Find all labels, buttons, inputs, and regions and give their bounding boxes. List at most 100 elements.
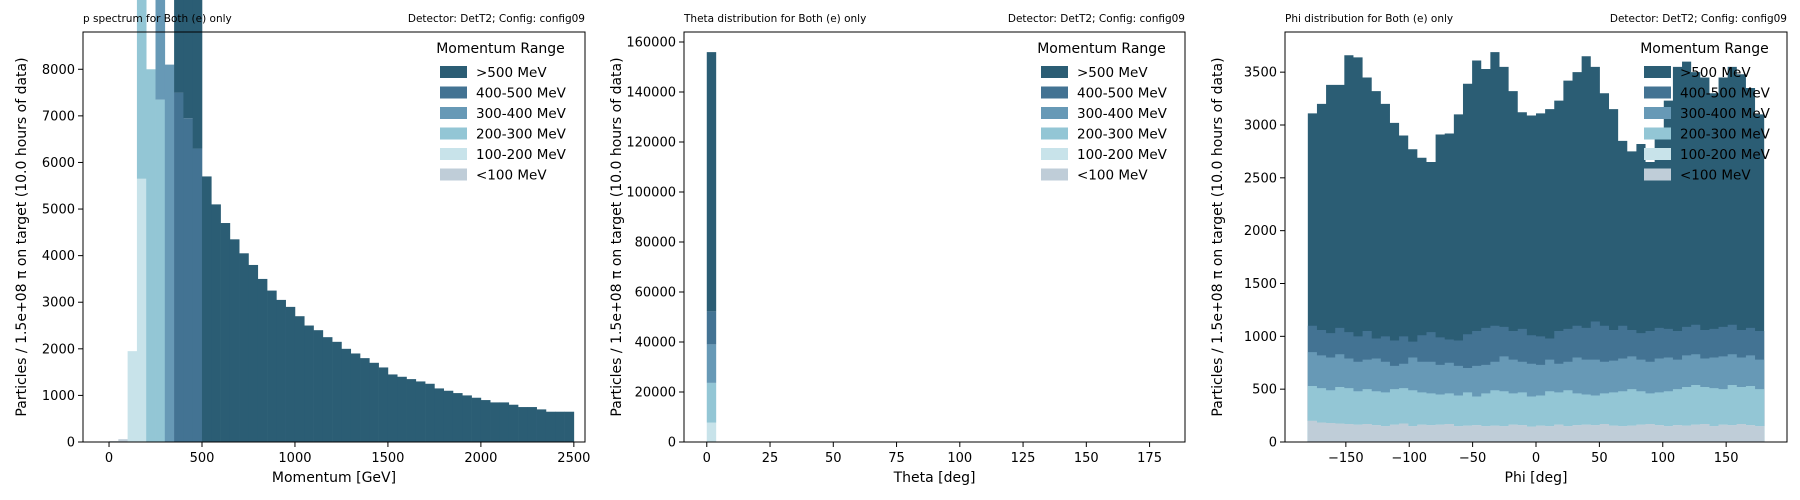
y-tick-label: 8000 [42,63,75,78]
bar [397,376,407,442]
legend-title: Momentum Range [1640,41,1769,57]
y-tick-label: 7000 [42,109,75,124]
bar [304,325,314,442]
bar [127,351,138,442]
bars [706,52,717,442]
bar [294,316,305,442]
x-tick-label: 150 [1074,451,1099,466]
legend-label: 100-200 MeV [1680,147,1771,163]
bar [276,299,286,442]
y-tick-label: 3500 [1244,66,1277,81]
legend-swatch [1041,168,1068,181]
bar [183,0,193,119]
bar [201,176,212,442]
bar [706,52,717,312]
bar [211,204,221,442]
legend-swatch [440,66,467,78]
legend-label: 200-300 MeV [476,127,567,143]
bar [490,402,500,442]
legend-label: 300-400 MeV [1680,106,1771,122]
y-tick-label: 5000 [42,203,75,218]
x-axis-label: Phi [deg] [1505,470,1568,486]
legend-swatch [1041,148,1068,160]
bars [109,0,575,443]
legend-label: >500 MeV [1680,65,1751,81]
bar [360,358,370,442]
legend: Momentum Range >500 MeV 400-500 MeV 300-400… [428,34,575,186]
x-tick-label: 1500 [371,451,404,466]
legend-label: 100-200 MeV [1077,147,1168,163]
x-tick-label: 125 [1011,451,1036,466]
plot-frame [683,31,1186,443]
legend-label: 200-300 MeV [1680,127,1771,143]
x-tick-label: −50 [1459,451,1486,466]
y-tick-label: 0 [668,436,676,451]
bar [257,278,268,442]
legend: Momentum Range >500 MeV 400-500 MeV 300-400… [1029,34,1176,186]
chart-subtitle: Detector: DetT2; Config: config09 [1610,13,1787,25]
y-tick-label: 100000 [626,186,676,201]
bar [313,330,324,442]
bar [369,362,379,442]
bar [146,69,156,442]
bar [174,92,184,443]
y-tick-label: 0 [1269,436,1277,451]
y-tick-label: 40000 [635,336,676,351]
y-tick-label: 2000 [42,342,75,357]
chart-title: Phi distribution for Both (e) only [1285,13,1453,25]
legend-label: 400-500 MeV [476,86,567,102]
y-tick-label: 120000 [626,136,676,151]
y-tick-label: 20000 [635,386,676,401]
y-axis-label: Particles / 1.5e+08 π on target (10.0 ho… [609,57,625,416]
chart-1: 0 500 1000 1500 2000 2500 0 1000 2000 3000 4000 500… [14,0,590,486]
y-tick-label: 160000 [626,36,676,51]
y-tick-label: 3000 [42,296,75,311]
legend-swatch [440,148,467,160]
bar [425,383,435,442]
legend-label: >500 MeV [476,65,547,81]
bar [545,411,556,442]
bar [192,0,203,149]
y-tick-label: 500 [1252,383,1277,398]
bar [285,306,296,442]
bar [239,253,249,442]
legend-label: >500 MeV [1077,65,1148,81]
bar [387,374,398,442]
y-tick-label: 0 [67,436,75,451]
bar [174,0,184,93]
y-tick-label: 1500 [1244,277,1277,292]
legend: Momentum Range >500 MeV 400-500 MeV 300-400… [1640,41,1771,184]
y-tick-label: 2000 [1244,224,1277,239]
x-tick-label: −150 [1328,451,1364,466]
bar [341,348,352,442]
bar [220,223,231,442]
bar [508,404,519,442]
bar [499,402,510,442]
bar [229,239,240,442]
bar [706,311,717,345]
bar [136,178,147,443]
legend-label: 300-400 MeV [476,106,567,122]
legend-label: <100 MeV [1077,168,1148,184]
y-tick-label: 6000 [42,156,75,171]
x-tick-label: 100 [947,451,972,466]
y-axis-label: Particles / 1.5e+08 π on target (10.0 ho… [14,57,30,416]
bar [322,337,333,442]
x-tick-label: 0 [1532,451,1540,466]
legend-swatch [1644,86,1671,99]
y-tick-label: 140000 [626,86,676,101]
legend-swatch [1644,66,1671,78]
x-axis-label: Theta [deg] [893,470,976,486]
x-tick-label: 150 [1714,451,1739,466]
chart-subtitle: Detector: DetT2; Config: config09 [408,13,585,25]
legend-swatch [1644,107,1671,119]
bar [406,379,417,442]
chart-3: −150 −100 −50 0 50 100 15005001000150020002500… [1210,13,1788,486]
bars [1307,52,1765,442]
x-tick-label: −100 [1391,451,1427,466]
y-axis-label: Particles / 1.5e+08 π on target (10.0 ho… [1210,57,1226,416]
bar [518,407,528,442]
plot-frame [82,31,586,443]
legend-title: Momentum Range [436,41,565,57]
bar [555,411,565,442]
